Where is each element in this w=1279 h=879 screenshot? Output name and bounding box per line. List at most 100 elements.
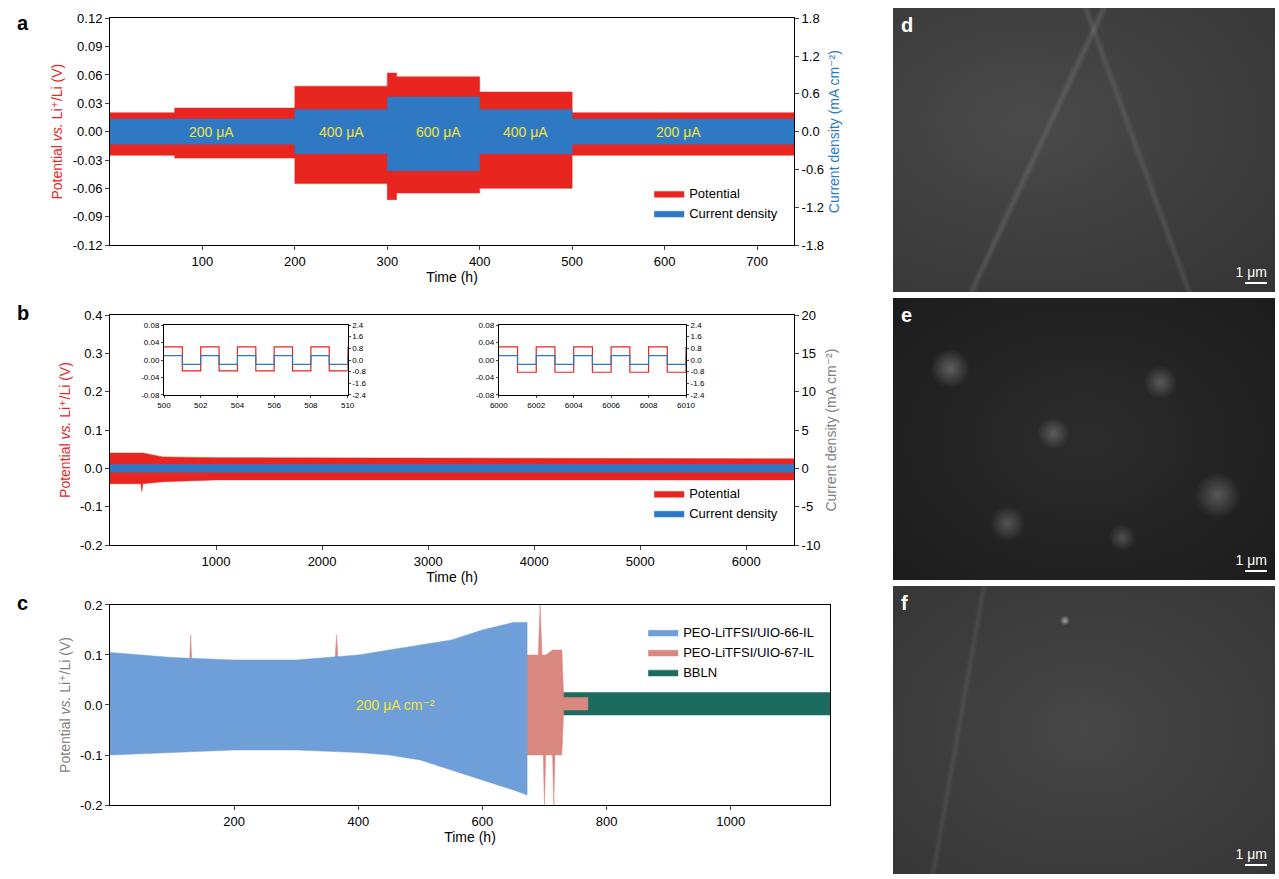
svg-text:504: 504 <box>231 401 245 410</box>
svg-text:0.6: 0.6 <box>802 86 820 101</box>
svg-text:Potential vs. Li⁺/Li (V): Potential vs. Li⁺/Li (V) <box>57 637 73 773</box>
svg-text:-0.08: -0.08 <box>476 391 495 400</box>
svg-text:600 μA: 600 μA <box>416 124 461 140</box>
svg-text:300: 300 <box>376 254 398 269</box>
svg-text:0.00: 0.00 <box>144 356 160 365</box>
svg-text:Time (h): Time (h) <box>426 569 478 585</box>
svg-text:0.08: 0.08 <box>144 321 160 330</box>
svg-text:1000: 1000 <box>202 554 231 569</box>
svg-text:20: 20 <box>802 308 816 323</box>
svg-text:6000: 6000 <box>732 554 761 569</box>
svg-text:2.4: 2.4 <box>352 321 364 330</box>
svg-text:-0.1: -0.1 <box>80 499 102 514</box>
svg-text:-5: -5 <box>802 499 814 514</box>
svg-text:Potential: Potential <box>689 186 740 201</box>
svg-text:500: 500 <box>157 401 171 410</box>
svg-text:6006: 6006 <box>602 401 620 410</box>
svg-text:c: c <box>17 592 28 614</box>
svg-text:-0.04: -0.04 <box>141 373 160 382</box>
svg-text:-10: -10 <box>802 538 821 553</box>
svg-text:-0.1: -0.1 <box>80 748 102 763</box>
svg-text:15: 15 <box>802 346 816 361</box>
svg-text:400: 400 <box>469 254 491 269</box>
svg-text:Time (h): Time (h) <box>426 269 478 285</box>
svg-text:0.09: 0.09 <box>77 39 102 54</box>
svg-text:a: a <box>17 12 29 34</box>
svg-text:1000: 1000 <box>716 814 745 829</box>
svg-text:600: 600 <box>654 254 676 269</box>
svg-text:200: 200 <box>223 814 245 829</box>
svg-text:0.04: 0.04 <box>144 338 160 347</box>
svg-text:-2.4: -2.4 <box>352 391 366 400</box>
svg-text:6002: 6002 <box>527 401 545 410</box>
svg-text:508: 508 <box>304 401 318 410</box>
svg-text:-1.8: -1.8 <box>802 238 824 253</box>
svg-text:200 μA cm⁻²: 200 μA cm⁻² <box>356 697 435 713</box>
svg-text:400 μA: 400 μA <box>503 124 548 140</box>
svg-text:Current density (mA cm⁻²): Current density (mA cm⁻²) <box>826 50 842 213</box>
svg-text:6010: 6010 <box>677 401 695 410</box>
svg-text:5: 5 <box>802 423 809 438</box>
svg-text:0.08: 0.08 <box>479 321 495 330</box>
svg-text:0.12: 0.12 <box>77 11 102 26</box>
svg-text:-0.06: -0.06 <box>73 181 103 196</box>
svg-text:0.1: 0.1 <box>84 648 102 663</box>
svg-text:-0.12: -0.12 <box>73 238 103 253</box>
svg-text:-0.2: -0.2 <box>80 798 102 813</box>
svg-text:0.2: 0.2 <box>84 598 102 613</box>
svg-text:510: 510 <box>341 401 355 410</box>
svg-text:-1.2: -1.2 <box>802 200 824 215</box>
svg-text:4000: 4000 <box>520 554 549 569</box>
svg-text:1.8: 1.8 <box>802 11 820 26</box>
svg-text:502: 502 <box>194 401 208 410</box>
svg-text:-0.6: -0.6 <box>802 162 824 177</box>
svg-text:-1.6: -1.6 <box>352 379 366 388</box>
svg-text:200 μA: 200 μA <box>656 124 701 140</box>
svg-text:0.00: 0.00 <box>479 356 495 365</box>
svg-text:0.0: 0.0 <box>691 356 703 365</box>
svg-text:BBLN: BBLN <box>683 665 717 680</box>
svg-text:PEO-LiTFSI/UIO-66-IL: PEO-LiTFSI/UIO-66-IL <box>683 625 814 640</box>
svg-text:1.6: 1.6 <box>352 332 364 341</box>
svg-text:600: 600 <box>472 814 494 829</box>
svg-text:0.1: 0.1 <box>84 423 102 438</box>
svg-text:6000: 6000 <box>490 401 508 410</box>
svg-text:Potential vs. Li⁺/Li (V): Potential vs. Li⁺/Li (V) <box>49 64 65 200</box>
svg-text:6008: 6008 <box>640 401 658 410</box>
svg-text:-0.2: -0.2 <box>80 538 102 553</box>
svg-text:0.04: 0.04 <box>479 338 495 347</box>
svg-text:-0.04: -0.04 <box>476 373 495 382</box>
svg-text:0.0: 0.0 <box>802 124 820 139</box>
svg-text:2.4: 2.4 <box>691 321 703 330</box>
svg-text:Time (h): Time (h) <box>444 829 496 845</box>
svg-text:1.6: 1.6 <box>691 332 703 341</box>
svg-text:506: 506 <box>267 401 281 410</box>
svg-text:-1.6: -1.6 <box>691 379 705 388</box>
svg-text:500: 500 <box>561 254 583 269</box>
svg-text:-0.08: -0.08 <box>141 391 160 400</box>
svg-text:6004: 6004 <box>565 401 583 410</box>
svg-text:5000: 5000 <box>626 554 655 569</box>
svg-text:2000: 2000 <box>308 554 337 569</box>
svg-text:200 μA: 200 μA <box>189 124 234 140</box>
svg-text:0.0: 0.0 <box>84 698 102 713</box>
svg-text:Current density (mA cm⁻²): Current density (mA cm⁻²) <box>823 349 839 512</box>
svg-text:800: 800 <box>596 814 618 829</box>
svg-text:0.8: 0.8 <box>352 344 364 353</box>
svg-text:0.03: 0.03 <box>77 96 102 111</box>
svg-text:700: 700 <box>746 254 768 269</box>
svg-text:Current density: Current density <box>689 206 778 221</box>
svg-text:Current density: Current density <box>689 506 778 521</box>
svg-text:b: b <box>17 302 29 324</box>
svg-text:0.00: 0.00 <box>77 124 102 139</box>
svg-text:-0.03: -0.03 <box>73 153 103 168</box>
svg-text:PEO-LiTFSI/UIO-67-IL: PEO-LiTFSI/UIO-67-IL <box>683 645 814 660</box>
svg-text:400: 400 <box>347 814 369 829</box>
svg-text:0.2: 0.2 <box>84 384 102 399</box>
svg-text:400 μA: 400 μA <box>319 124 364 140</box>
svg-text:200: 200 <box>284 254 306 269</box>
svg-text:Potential: Potential <box>689 486 740 501</box>
svg-text:0.4: 0.4 <box>84 308 102 323</box>
svg-text:0.8: 0.8 <box>691 344 703 353</box>
svg-text:0.0: 0.0 <box>84 461 102 476</box>
